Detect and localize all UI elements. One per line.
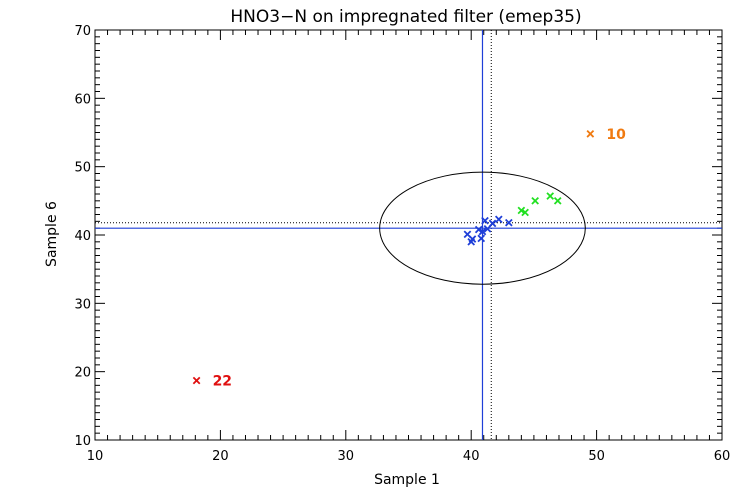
y-tick-label: 30 <box>74 297 91 312</box>
x-tick-label: 10 <box>87 449 104 464</box>
data-point-stroke <box>504 218 513 227</box>
data-point <box>468 235 477 243</box>
x-tick-label: 40 <box>463 449 480 464</box>
data-point <box>521 208 529 217</box>
y-axis-title: Sample 6 <box>44 201 60 267</box>
data-point <box>517 206 526 215</box>
data-point <box>586 130 595 138</box>
data-point-label: 22 <box>213 374 232 390</box>
data-point-label: 10 <box>606 127 626 143</box>
data-point <box>504 218 513 227</box>
data-point-stroke <box>494 215 503 224</box>
data-point-stroke <box>546 192 555 200</box>
chart-title: HNO3−N on impregnated filter (emep35) <box>230 7 581 27</box>
plot-frame <box>94 29 723 441</box>
data-point-stroke <box>192 376 201 385</box>
data-point-stroke <box>488 219 497 228</box>
data-point <box>531 196 539 205</box>
data-point <box>474 225 483 234</box>
y-tick-label: 40 <box>74 229 91 244</box>
x-tick-label: 50 <box>588 449 605 464</box>
x-tick-label: 20 <box>212 449 229 464</box>
data-point <box>192 376 201 385</box>
data-point <box>488 219 497 228</box>
data-point <box>546 192 555 200</box>
tolerance-ellipse <box>379 171 586 285</box>
y-tick-label: 20 <box>74 366 91 381</box>
x-tick-label: 30 <box>338 449 355 464</box>
data-point <box>477 234 486 243</box>
y-tick-label: 60 <box>74 92 91 107</box>
data-point <box>494 215 503 224</box>
data-point-stroke <box>586 130 595 138</box>
data-point-stroke <box>474 225 483 234</box>
x-axis-title: Sample 1 <box>374 472 440 488</box>
data-point-stroke <box>553 196 562 205</box>
data-point-stroke <box>521 208 529 217</box>
y-tick-label: 50 <box>74 161 91 176</box>
data-point <box>553 196 562 205</box>
data-point-stroke <box>477 234 486 243</box>
data-point-stroke <box>478 227 487 236</box>
data-point-stroke <box>468 235 477 243</box>
plot-area: 10 20 30 40 50 60 10 20 30 40 50 60 70 10 22 <box>74 24 730 464</box>
x-tick-label: 60 <box>714 449 731 464</box>
data-point-stroke <box>481 216 489 225</box>
data-point <box>478 227 487 236</box>
data-point-stroke <box>517 206 526 215</box>
y-tick-label: 70 <box>74 24 91 39</box>
data-point <box>481 216 489 225</box>
data-point-stroke <box>463 230 472 239</box>
y-tick-label: 10 <box>74 434 91 449</box>
data-point-stroke <box>531 196 539 205</box>
